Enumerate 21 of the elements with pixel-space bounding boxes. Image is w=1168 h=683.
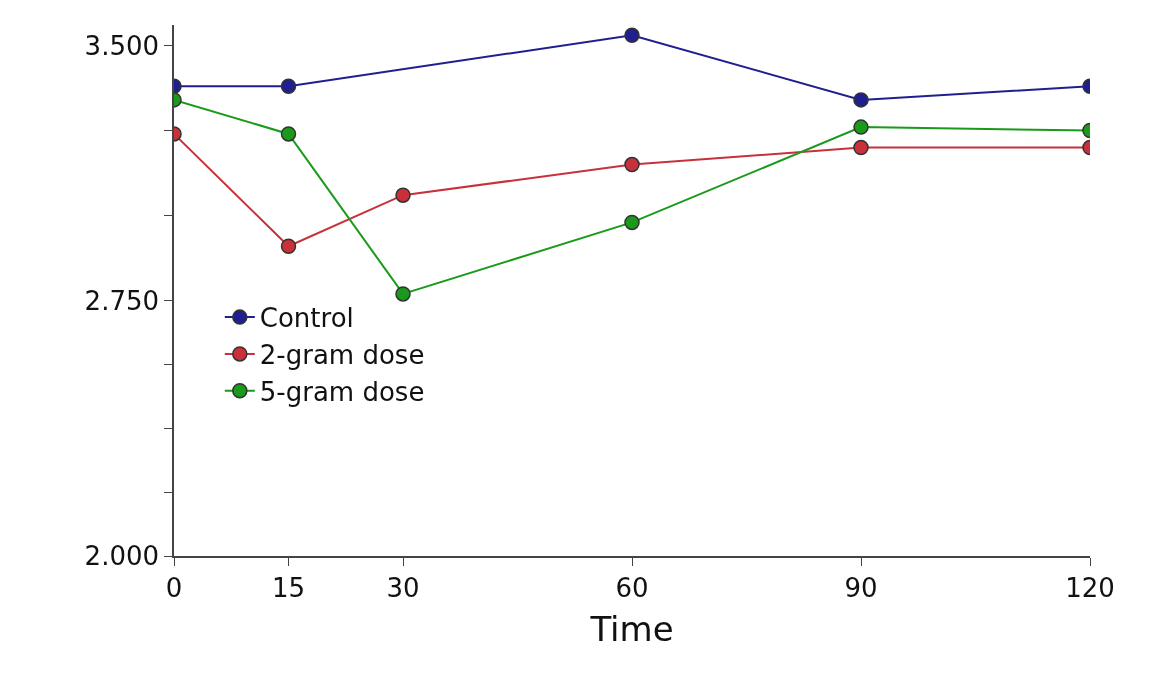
point (395, 286, 411, 302)
x-tick-label: 120 (1065, 572, 1115, 603)
legend-label: 2-gram dose (259, 340, 425, 371)
x-tick-label: 60 (615, 572, 649, 603)
point (853, 92, 869, 108)
y-tick-label: 2.000 (84, 541, 160, 572)
y-tick-label: 2.750 (84, 285, 160, 316)
point (624, 214, 640, 231)
point (624, 156, 640, 173)
x-tick-label: 0 (165, 572, 183, 603)
point (395, 187, 411, 203)
legend-label: 5-gram dose (259, 376, 425, 407)
y-tick-label: 3.500 (84, 30, 160, 61)
point (853, 139, 869, 156)
point (853, 119, 869, 135)
point (624, 27, 640, 43)
x-tick-label: 15 (271, 572, 306, 603)
x-tick-label: 30 (386, 572, 420, 603)
x-axis-title: Time (589, 608, 674, 649)
legend-label: Control (259, 303, 354, 334)
x-tick-label: 90 (844, 572, 878, 603)
